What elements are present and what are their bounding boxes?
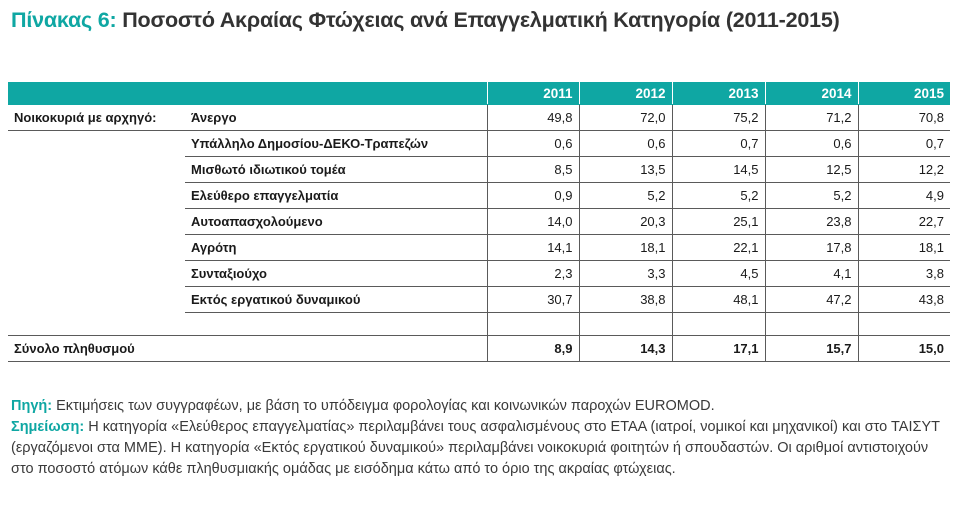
- value-cell: 25,1: [671, 208, 765, 235]
- value-cell: 72,0: [578, 104, 672, 131]
- category-label: Συνταξιούχο: [185, 260, 487, 287]
- total-row: Σύνολο πληθυσμού 8,9 14,3 17,1 15,7 15,0: [8, 335, 950, 362]
- spacer-cell: [185, 312, 487, 336]
- spacer-cell: [8, 312, 185, 336]
- group-label: Νοικοκυριά με αρχηγό:: [8, 104, 185, 131]
- category-label: Αυτοαπασχολούμενο: [185, 208, 487, 235]
- spacer-cell: [857, 312, 950, 336]
- value-cell: 47,2: [764, 286, 858, 313]
- value-cell: 0,9: [486, 182, 579, 209]
- value-cell: 23,8: [764, 208, 858, 235]
- table-row: Νοικοκυριά με αρχηγό: Άνεργο 49,8 72,0 75,2 7…: [8, 104, 950, 131]
- header-empty-cell: [185, 82, 487, 105]
- value-cell: 12,5: [764, 156, 858, 183]
- value-cell: 5,2: [671, 182, 765, 209]
- header-empty-cell: [8, 82, 185, 105]
- value-cell: 3,8: [857, 260, 950, 287]
- total-value-cell: 15,7: [764, 335, 858, 362]
- value-cell: 18,1: [578, 234, 672, 261]
- year-header: 2012: [578, 82, 672, 105]
- value-cell: 20,3: [578, 208, 672, 235]
- note-text: Η κατηγορία «Ελεύθερος επαγγελματίας» πε…: [11, 419, 940, 477]
- total-value-cell: 14,3: [578, 335, 672, 362]
- value-cell: 5,2: [578, 182, 672, 209]
- value-cell: 48,1: [671, 286, 765, 313]
- table-row: Μισθωτό ιδιωτικού τομέα 8,5 13,5 14,5 12,5 12…: [8, 156, 950, 183]
- total-value-cell: 15,0: [857, 335, 950, 362]
- year-header: 2015: [857, 82, 950, 105]
- value-cell: 17,8: [764, 234, 858, 261]
- category-label: Εκτός εργατικού δυναμικού: [185, 286, 487, 313]
- spacer-row: [8, 312, 950, 336]
- table-number-label: Πίνακας 6:: [11, 8, 117, 32]
- note-label: Σημείωση:: [11, 419, 85, 435]
- value-cell: 12,2: [857, 156, 950, 183]
- empty-cell: [8, 260, 185, 287]
- value-cell: 49,8: [486, 104, 579, 131]
- table-row: Εκτός εργατικού δυναμικού 30,7 38,8 48,1 47,…: [8, 286, 950, 313]
- empty-cell: [8, 286, 185, 313]
- value-cell: 43,8: [857, 286, 950, 313]
- value-cell: 22,7: [857, 208, 950, 235]
- value-cell: 0,6: [764, 130, 858, 157]
- value-cell: 2,3: [486, 260, 579, 287]
- value-cell: 30,7: [486, 286, 579, 313]
- empty-cell: [8, 130, 185, 157]
- page-title: Πίνακας 6: Ποσοστό Ακραίας Φτώχειας ανά …: [11, 8, 840, 33]
- value-cell: 71,2: [764, 104, 858, 131]
- value-cell: 0,6: [578, 130, 672, 157]
- value-cell: 4,9: [857, 182, 950, 209]
- total-label: Σύνολο πληθυσμού: [8, 335, 487, 362]
- category-label: Ελεύθερο επαγγελματία: [185, 182, 487, 209]
- table-title-text: Ποσοστό Ακραίας Φτώχειας ανά Επαγγελματι…: [122, 8, 840, 32]
- value-cell: 0,7: [671, 130, 765, 157]
- value-cell: 75,2: [671, 104, 765, 131]
- value-cell: 8,5: [486, 156, 579, 183]
- category-label: Άνεργο: [185, 104, 487, 131]
- value-cell: 4,1: [764, 260, 858, 287]
- poverty-table: 2011 2012 2013 2014 2015 Νοικοκυριά με αρχηγό…: [8, 82, 950, 362]
- total-value-cell: 8,9: [486, 335, 579, 362]
- header-row: 2011 2012 2013 2014 2015: [8, 82, 950, 105]
- source-label: Πηγή:: [11, 398, 53, 414]
- value-cell: 13,5: [578, 156, 672, 183]
- value-cell: 3,3: [578, 260, 672, 287]
- spacer-cell: [671, 312, 765, 336]
- source-note: Πηγή: Εκτιμήσεις των συγγραφέων, με βάση…: [11, 396, 946, 417]
- notes-block: Πηγή: Εκτιμήσεις των συγγραφέων, με βάση…: [11, 396, 946, 480]
- value-cell: 70,8: [857, 104, 950, 131]
- value-cell: 0,6: [486, 130, 579, 157]
- table-row: Υπάλληλο Δημοσίου-ΔΕΚΟ-Τραπεζών 0,6 0,6 0,7…: [8, 130, 950, 157]
- value-cell: 14,0: [486, 208, 579, 235]
- year-header: 2011: [486, 82, 579, 105]
- value-cell: 14,1: [486, 234, 579, 261]
- category-label: Αγρότη: [185, 234, 487, 261]
- empty-cell: [8, 182, 185, 209]
- table-row: Συνταξιούχο 2,3 3,3 4,5 4,1 3,8: [8, 260, 950, 287]
- table-row: Αυτοαπασχολούμενο 14,0 20,3 25,1 23,8 22,7: [8, 208, 950, 235]
- value-cell: 5,2: [764, 182, 858, 209]
- category-label: Μισθωτό ιδιωτικού τομέα: [185, 156, 487, 183]
- value-cell: 22,1: [671, 234, 765, 261]
- value-cell: 38,8: [578, 286, 672, 313]
- value-cell: 18,1: [857, 234, 950, 261]
- remark-note: Σημείωση: Η κατηγορία «Ελεύθερος επαγγελ…: [11, 417, 946, 480]
- empty-cell: [8, 208, 185, 235]
- table-row: Ελεύθερο επαγγελματία 0,9 5,2 5,2 5,2 4,9: [8, 182, 950, 209]
- spacer-cell: [764, 312, 858, 336]
- spacer-cell: [578, 312, 672, 336]
- spacer-cell: [486, 312, 579, 336]
- year-header: 2014: [764, 82, 858, 105]
- value-cell: 14,5: [671, 156, 765, 183]
- table-row: Αγρότη 14,1 18,1 22,1 17,8 18,1: [8, 234, 950, 261]
- year-header: 2013: [671, 82, 765, 105]
- category-label: Υπάλληλο Δημοσίου-ΔΕΚΟ-Τραπεζών: [185, 130, 487, 157]
- empty-cell: [8, 156, 185, 183]
- value-cell: 4,5: [671, 260, 765, 287]
- total-value-cell: 17,1: [671, 335, 765, 362]
- empty-cell: [8, 234, 185, 261]
- source-text: Εκτιμήσεις των συγγραφέων, με βάση το υπ…: [52, 398, 715, 414]
- value-cell: 0,7: [857, 130, 950, 157]
